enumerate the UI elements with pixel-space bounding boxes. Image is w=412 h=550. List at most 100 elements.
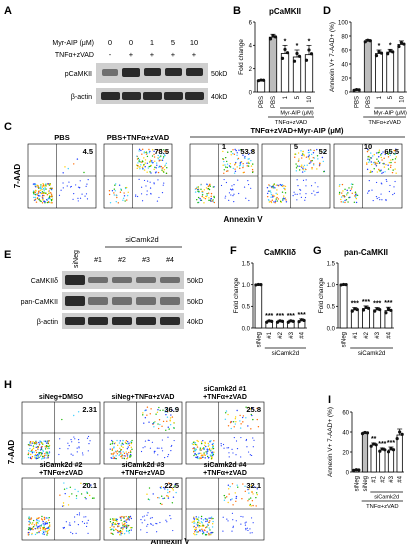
- tick-label: 1.5: [242, 261, 251, 267]
- blot-pcamkii: [96, 63, 208, 83]
- significance-mark: ***: [287, 313, 295, 320]
- significance-mark: *: [308, 38, 311, 45]
- data-point: [256, 79, 261, 83]
- data-point: [297, 320, 301, 324]
- data-point: [391, 448, 396, 452]
- data-point: [383, 448, 387, 452]
- tick-label: 1.5: [327, 261, 336, 267]
- flow-label: +TNFα+zVAD: [39, 470, 83, 477]
- data-point: [292, 59, 297, 63]
- category-label: #1: [267, 331, 273, 338]
- blot-label-actin-a: β-actin: [71, 94, 92, 101]
- tick-label: 0.0: [242, 326, 251, 332]
- blot-label-pan-camkii: pan-CaMKII: [21, 299, 58, 306]
- chart-title: pCaMKII: [269, 7, 301, 16]
- panel-c-yaxis: 7-AAD: [13, 164, 22, 189]
- tick-label: 0.5: [242, 305, 251, 311]
- group-label-outer: TNFα+zVAD: [275, 120, 307, 126]
- tick-label: 20: [341, 76, 348, 82]
- flow-value: 32.1: [246, 481, 261, 490]
- data-point: [283, 47, 287, 52]
- flow-value: 4.5: [83, 147, 93, 156]
- flow-label: 1: [222, 142, 226, 151]
- flow-plot: [21, 477, 101, 541]
- y-axis-label: Fold change: [318, 277, 325, 313]
- y-axis-label: Fold change: [233, 277, 240, 313]
- panel-h-xaxis: Annexin V: [150, 537, 190, 546]
- tick-label: 1.0: [242, 283, 251, 289]
- significance-mark: *: [296, 43, 299, 50]
- data-point: [291, 319, 295, 323]
- data-point: [388, 49, 392, 53]
- data-point: [280, 56, 285, 61]
- tick-label: 40: [342, 430, 349, 436]
- flow-plot: [103, 143, 173, 209]
- flow-plot: [21, 401, 101, 465]
- data-point: [357, 468, 361, 472]
- data-point: [352, 88, 356, 92]
- treatment-value: 10: [190, 38, 198, 47]
- flow-label: siCamk2d #4: [204, 462, 247, 469]
- blot-label-actin-e: β-actin: [37, 319, 58, 326]
- data-point: [378, 449, 382, 453]
- data-point: [360, 432, 365, 436]
- panel-e: E siCamk2d siNeg #1 #2 #3 #4 Ca: [4, 235, 203, 329]
- category-label: #2: [364, 331, 370, 338]
- tick-label: 1.0: [327, 283, 336, 289]
- bar: [370, 444, 377, 473]
- data-point: [342, 282, 346, 287]
- blot-actin-a: [96, 88, 208, 104]
- category-label: 10: [399, 95, 405, 102]
- tick-label: 100: [338, 20, 349, 26]
- flow-value: 52: [319, 147, 327, 156]
- panel-g-letter: G: [313, 245, 322, 257]
- data-point: [379, 51, 384, 55]
- category-label: PBS: [259, 96, 265, 108]
- tick-label: 0: [249, 90, 253, 96]
- significance-mark: ***: [265, 313, 273, 320]
- flow-value: 2.31: [82, 405, 97, 414]
- data-point: [361, 308, 366, 312]
- blot-size-pcamkii: 50kD: [211, 71, 227, 78]
- data-point: [357, 88, 361, 92]
- treatment-value: 0: [108, 38, 112, 47]
- group-label-inner: Myr-AIP (μM): [280, 111, 313, 117]
- data-point: [339, 283, 343, 287]
- panel-c: C 7-AAD Annexin V TNFα+zVAD+Myr-AIP (μM)…: [4, 121, 405, 224]
- significance-mark: ***: [384, 300, 392, 307]
- significance-mark: **: [371, 436, 377, 443]
- blot-label-camkiid: CaMKIIδ: [31, 278, 58, 285]
- flow-value: 36.9: [164, 405, 179, 414]
- data-point: [355, 87, 359, 92]
- flow-label: +TNFα+zVAD: [121, 470, 165, 477]
- data-point: [256, 282, 260, 287]
- category-label: 5: [388, 95, 394, 99]
- flow-label: siCamk2d #1: [204, 386, 247, 393]
- data-point: [384, 311, 388, 315]
- category-label: 1: [377, 95, 383, 99]
- flow-value: 22.5: [164, 481, 179, 490]
- data-point: [400, 432, 404, 436]
- blot-actin-e: [62, 313, 184, 329]
- bar: [361, 432, 369, 473]
- significance-mark: *: [284, 38, 287, 45]
- blot-size-camkiid: 50kD: [187, 278, 203, 285]
- data-point: [373, 309, 377, 313]
- blot-camkiid: [62, 271, 184, 289]
- category-label: #2: [278, 331, 284, 338]
- panel-b-letter: B: [233, 5, 241, 17]
- data-point: [309, 52, 314, 56]
- chart-g: pan-CaMKII 0.0 0.5 1.0 1.5 Fold change siNeg **…: [318, 248, 394, 357]
- group-label-inner: siCamk2d: [374, 495, 399, 501]
- group-label: siCamk2d: [272, 350, 300, 357]
- flow-plot: [103, 477, 183, 541]
- category-label: siNeg: [256, 332, 262, 347]
- lane-label: #3: [142, 257, 150, 264]
- data-point: [386, 307, 390, 311]
- data-point: [402, 42, 406, 46]
- panel-c-group: TNFα+zVAD+Myr-AIP (μM): [250, 126, 344, 135]
- category-label: #4: [398, 475, 404, 482]
- tick-label: 0: [345, 90, 349, 96]
- flow-plot: [27, 143, 97, 209]
